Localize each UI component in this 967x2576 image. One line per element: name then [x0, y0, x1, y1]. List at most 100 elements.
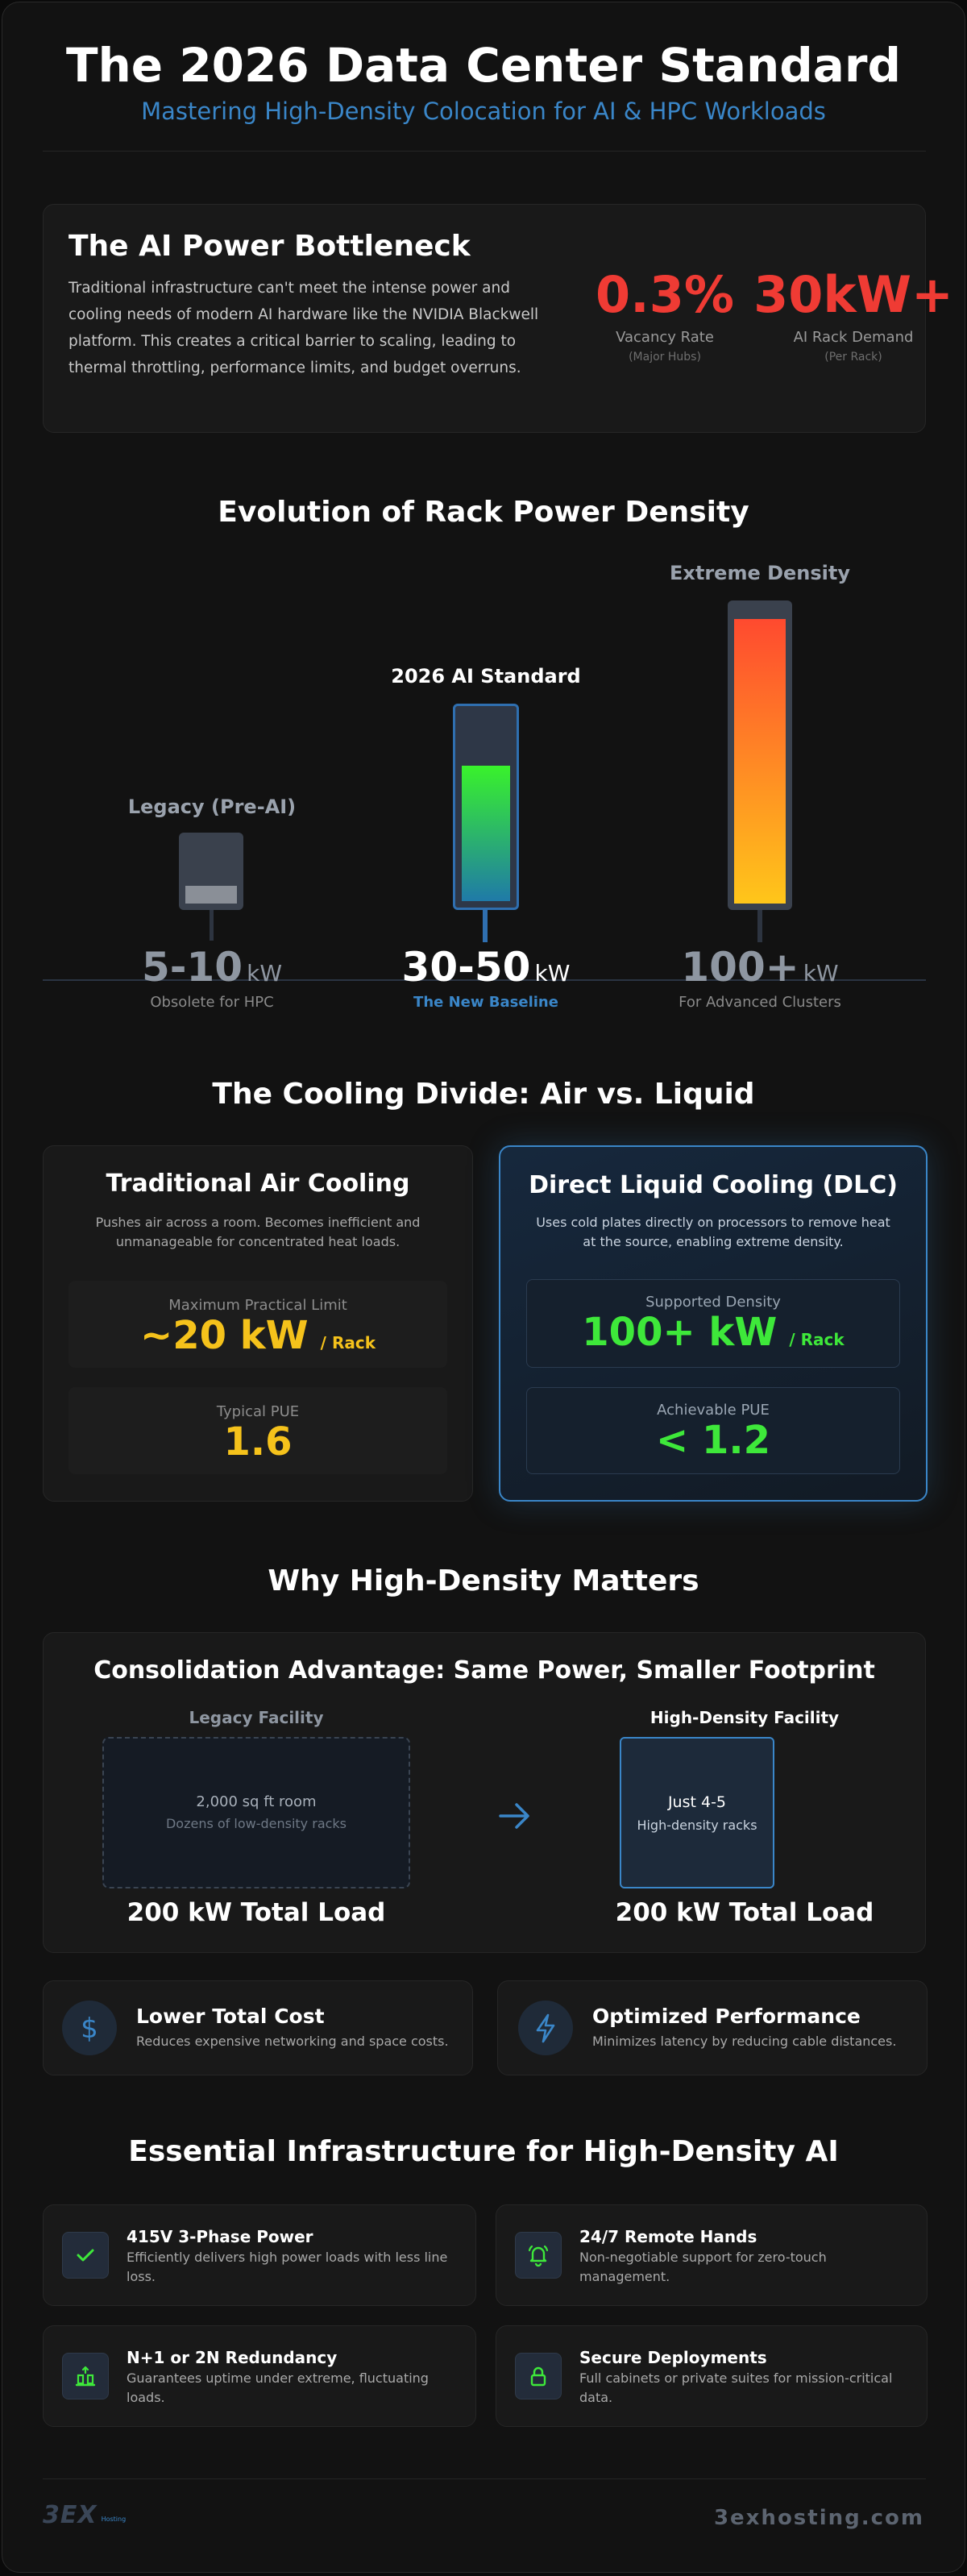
essential-card-redundancy: [43, 2325, 476, 2427]
liquid-density-label: Supported Density: [645, 1294, 781, 1311]
stat-rack-demand: 30kW+ AI Rack Demand (Per Rack): [749, 265, 958, 364]
unit: kW: [534, 960, 571, 987]
essential-item-desc: Non-negotiable support for zero-touch ma…: [579, 2250, 827, 2284]
legacy-racks-text: Dozens of low-density racks: [165, 1816, 347, 1831]
essential-item-desc: Efficiently delivers high power loads wi…: [127, 2250, 448, 2284]
liquid-density-box: [526, 1279, 900, 1368]
logo-text: 3EX: [43, 2501, 98, 2529]
page-subtitle: Mastering High-Density Colocation for AI…: [141, 98, 826, 125]
unit: kW: [247, 960, 283, 987]
rack-stand: [210, 910, 214, 941]
rack-legacy: [179, 833, 243, 910]
unit: kW: [803, 960, 839, 987]
feature-desc: Minimizes latency by reducing cable dist…: [592, 2034, 897, 2049]
value: 100+: [681, 944, 799, 991]
rack-value-2026: 30-50 kW: [365, 944, 607, 991]
air-pue-value: 1.6: [223, 1419, 293, 1465]
check-icon: [62, 2232, 109, 2279]
liquid-density-value: 100+ kW: [582, 1310, 778, 1355]
stat-sub: (Per Rack): [824, 351, 882, 364]
lightning-icon: [518, 2001, 573, 2055]
redundancy-icon: [62, 2353, 109, 2399]
evolution-title: Evolution of Rack Power Density: [218, 496, 749, 529]
bell-icon: [515, 2232, 562, 2279]
arrow-right-icon: [496, 1797, 534, 1835]
essential-item-desc: Guarantees uptime under extreme, fluctua…: [127, 2370, 429, 2405]
essential-title: Essential Infrastructure for High-Densit…: [128, 2135, 839, 2168]
stat-vacancy: 0.3% Vacancy Rate (Major Hubs): [584, 265, 745, 364]
stat-label: AI Rack Demand: [793, 329, 914, 346]
rack-fill: [185, 886, 237, 904]
rack-fill: [734, 619, 786, 904]
liquid-cooling-title: Direct Liquid Cooling (DLC): [529, 1171, 898, 1199]
rack-extreme: [728, 600, 792, 910]
air-cooling-title: Traditional Air Cooling: [106, 1170, 410, 1198]
essential-card-secure: [496, 2325, 928, 2427]
stat-label: Vacancy Rate: [616, 329, 714, 346]
stat-value: 30kW+: [753, 265, 953, 324]
air-pue-label: Typical PUE: [216, 1403, 300, 1420]
hd-room: [620, 1737, 774, 1888]
svg-text:$: $: [81, 2013, 98, 2045]
air-cooling-desc: Pushes air across a room. Becomes ineffi…: [95, 1215, 421, 1249]
air-limit: ~20 kW / Rack: [68, 1313, 447, 1358]
essential-card-remote: [496, 2204, 928, 2306]
legacy-room: [102, 1737, 410, 1888]
air-limit-label: Maximum Practical Limit: [168, 1297, 347, 1314]
hd-room-text: Just 4-5: [667, 1793, 727, 1811]
rack-label-legacy: Legacy (Pre-AI): [127, 796, 297, 818]
rack-value-legacy: 5-10 kW: [91, 944, 333, 991]
stat-value: 0.3%: [596, 265, 734, 324]
consolidation-title: Consolidation Advantage: Same Power, Sma…: [93, 1656, 875, 1685]
baseline-line: [43, 979, 926, 981]
liquid-cooling-desc: Uses cold plates directly on processors …: [536, 1215, 890, 1249]
air-pue-box: [68, 1387, 447, 1474]
stat-sub: (Major Hubs): [629, 351, 701, 364]
divider: [43, 151, 926, 152]
air-limit-unit: / Rack: [320, 1333, 376, 1352]
hd-facility-label: High-Density Facility: [650, 1708, 840, 1727]
essential-item-title: 24/7 Remote Hands: [579, 2227, 757, 2246]
bottleneck-text: Traditional infrastructure can't meet th…: [68, 280, 539, 376]
essential-item-title: 415V 3-Phase Power: [127, 2227, 313, 2246]
essential-item-desc: Full cabinets or private suites for miss…: [579, 2370, 893, 2405]
dollar-icon: $: [62, 2001, 117, 2055]
lock-icon: [515, 2353, 562, 2399]
value: 5-10: [141, 944, 243, 991]
feature-desc: Reduces expensive networking and space c…: [136, 2034, 449, 2049]
air-limit-box: [68, 1281, 447, 1368]
rack-stand: [483, 910, 488, 942]
liquid-pue-label: Achievable PUE: [657, 1402, 770, 1419]
value: 30-50: [401, 944, 531, 991]
rack-caption: The New Baseline: [413, 994, 558, 1011]
rack-caption: Obsolete for HPC: [150, 994, 274, 1011]
why-title: Why High-Density Matters: [268, 1564, 699, 1598]
liquid-pue-box: [526, 1387, 900, 1474]
bottleneck-title: The AI Power Bottleneck: [68, 230, 471, 263]
bottleneck-card: [43, 204, 926, 433]
page-title: The 2026 Data Center Standard: [65, 38, 902, 93]
cooling-title: The Cooling Divide: Air vs. Liquid: [212, 1078, 755, 1111]
feature-title: Lower Total Cost: [136, 2005, 325, 2028]
rack-stand: [757, 910, 762, 942]
rack-2026: [453, 704, 519, 910]
liquid-density: 100+ kW / Rack: [526, 1310, 900, 1355]
rack-fill: [462, 766, 510, 901]
footer-domain[interactable]: 3exhosting.com: [713, 2506, 924, 2530]
essential-card-power: [43, 2204, 476, 2306]
logo-small-text: Hosting: [101, 2516, 127, 2523]
liquid-pue-value: < 1.2: [656, 1418, 770, 1463]
legacy-facility-label: Legacy Facility: [189, 1708, 324, 1727]
rack-caption: For Advanced Clusters: [679, 994, 841, 1011]
legacy-total: 200 kW Total Load: [127, 1898, 386, 1927]
legacy-room-text: 2,000 sq ft room: [196, 1793, 317, 1810]
essential-item-title: N+1 or 2N Redundancy: [127, 2348, 338, 2367]
rack-value-extreme: 100+ kW: [639, 944, 881, 991]
rack-label-2026: 2026 AI Standard: [391, 665, 581, 688]
footer-divider: [43, 2478, 926, 2479]
hd-total: 200 kW Total Load: [615, 1898, 874, 1927]
hd-racks-text: High-density racks: [637, 1818, 757, 1833]
air-limit-value: ~20 kW: [139, 1313, 309, 1358]
essential-item-title: Secure Deployments: [579, 2348, 767, 2367]
